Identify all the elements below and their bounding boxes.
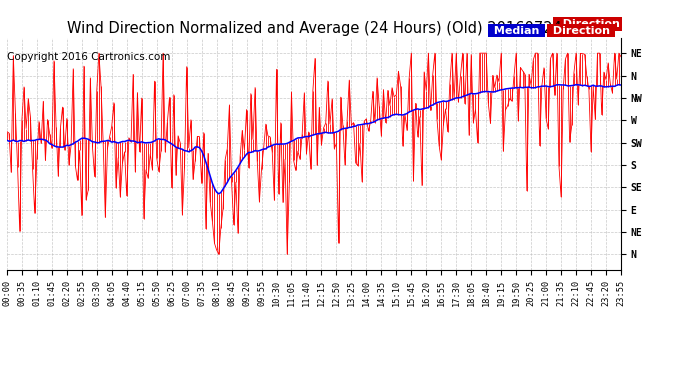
Text: Median: Median bbox=[573, 19, 618, 29]
Text: Direction: Direction bbox=[555, 19, 620, 29]
Text: Copyright 2016 Cartronics.com: Copyright 2016 Cartronics.com bbox=[7, 52, 170, 62]
Text: Median: Median bbox=[490, 26, 543, 36]
Text: Direction: Direction bbox=[549, 26, 613, 36]
Title: Wind Direction Normalized and Average (24 Hours) (Old) 20160724: Wind Direction Normalized and Average (2… bbox=[66, 21, 562, 36]
